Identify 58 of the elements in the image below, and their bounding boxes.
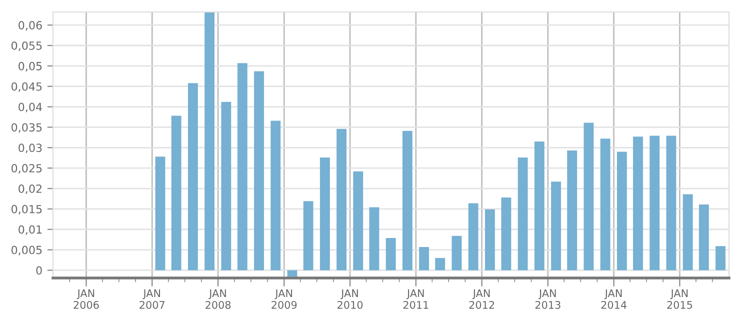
bar [353, 171, 364, 270]
bar [435, 258, 446, 270]
bar [633, 136, 643, 270]
bar [584, 122, 594, 270]
y-tick-label: 0,005 [12, 246, 42, 256]
bar [567, 150, 578, 270]
x-tick-label: JAN 2009 [272, 289, 297, 309]
bar [682, 194, 693, 270]
bar [666, 136, 676, 270]
x-tick-label: JAN 2011 [403, 289, 428, 309]
bar [188, 83, 198, 270]
bar [484, 209, 495, 270]
x-tick-label: JAN 2012 [469, 289, 494, 309]
y-tick-label: 0,04 [18, 102, 42, 112]
bar [616, 152, 627, 270]
bar [419, 246, 430, 270]
bar [369, 207, 380, 270]
y-tick-label: 0,035 [12, 123, 42, 133]
bar [551, 182, 561, 270]
y-tick-label: 0,03 [18, 144, 42, 154]
bar [237, 63, 248, 270]
bar [270, 120, 281, 270]
bar [254, 71, 264, 270]
y-tick-label: 0,01 [18, 225, 42, 235]
bar [468, 203, 478, 270]
bar [155, 156, 166, 270]
bar [221, 102, 232, 270]
bar [501, 198, 512, 270]
x-tick-label: JAN 2008 [206, 289, 231, 309]
x-tick-label: JAN 2006 [74, 289, 99, 309]
y-tick-label: 0,025 [12, 164, 42, 174]
bar [171, 116, 182, 270]
y-tick-label: 0,02 [18, 184, 42, 194]
bar [320, 157, 330, 270]
bar [287, 270, 298, 277]
bar [698, 204, 709, 270]
y-tick-label: 0 [36, 266, 42, 275]
bar [534, 142, 544, 270]
bar [204, 12, 215, 270]
bar [452, 236, 462, 270]
y-tick-label: 0,05 [18, 62, 42, 72]
bar [600, 138, 610, 270]
bar [518, 157, 528, 270]
x-tick-label: JAN 2010 [338, 289, 363, 309]
bar [402, 130, 412, 270]
x-tick-label: JAN 2007 [140, 289, 164, 309]
y-tick-label: 0,055 [12, 41, 42, 52]
bar [716, 246, 726, 270]
y-tick-label: 0,045 [12, 82, 42, 92]
bar [336, 128, 346, 270]
y-tick-label: 0,015 [12, 204, 42, 214]
y-tick-label: 0,06 [18, 21, 42, 31]
x-tick-label: JAN 2015 [667, 289, 692, 309]
x-tick-label: JAN 2013 [535, 289, 560, 309]
bar [303, 201, 314, 270]
bar [386, 238, 396, 270]
x-tick-label: JAN 2014 [601, 289, 626, 309]
bar [650, 136, 660, 270]
